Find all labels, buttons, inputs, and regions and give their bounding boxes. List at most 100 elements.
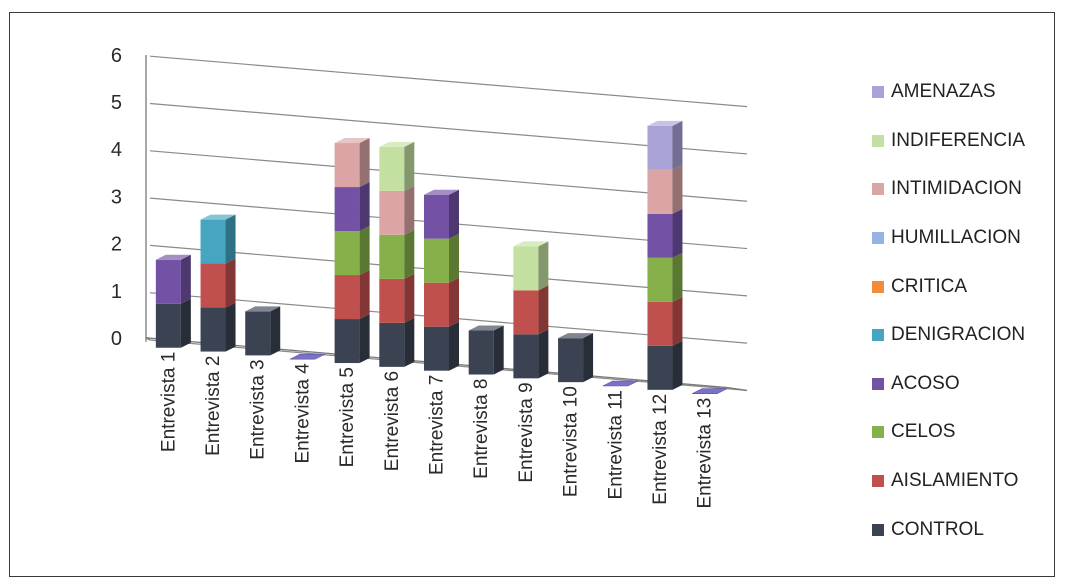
bar-stack [513, 241, 549, 379]
bar-segment [424, 238, 449, 283]
bar-segment [424, 194, 449, 239]
bar-segment-side [225, 258, 236, 308]
bar-stack [379, 141, 415, 367]
bar-segment-side [672, 164, 683, 214]
bar-stack [468, 325, 504, 375]
bar-segment [200, 219, 226, 264]
x-category-label: Entrevista 13 [695, 398, 716, 509]
bar-stack [647, 120, 683, 390]
x-category-label: Entrevista 8 [471, 379, 492, 479]
y-tick-label: 6 [111, 45, 122, 67]
legend-swatch [872, 86, 884, 99]
bar-segment [647, 169, 673, 214]
bar-segment [424, 326, 449, 371]
y-tick-label: 4 [111, 139, 122, 161]
x-category-label: Entrevista 2 [203, 356, 224, 456]
bar-segment-side [583, 333, 594, 383]
bar-segment-top [155, 254, 191, 260]
legend-label: INTIMIDACION [891, 178, 1022, 200]
bar-segment-side [404, 273, 415, 323]
bar-segment-side [404, 141, 415, 191]
bar-segment [513, 290, 539, 335]
bar-segment-side [672, 340, 683, 390]
bar-segment [334, 319, 360, 364]
floor-left-line [145, 337, 151, 341]
bar-segment-top [245, 306, 281, 312]
bars [155, 120, 728, 394]
bar-stack [200, 214, 236, 352]
bar-segment-top [647, 120, 683, 126]
y-axis-ticks: 0 1 2 3 4 5 6 [111, 45, 122, 350]
bar-segment-side [449, 189, 459, 239]
legend-swatch [872, 232, 884, 245]
bar-stack [334, 138, 370, 364]
bar-stack [558, 333, 594, 383]
x-category-label: Entrevista 7 [427, 375, 448, 475]
bar-segment [647, 301, 673, 346]
bar-segment-side [493, 325, 504, 375]
bar-segment-side [359, 226, 370, 276]
bar-segment-side [672, 120, 683, 170]
bar-segment-top [513, 241, 549, 247]
bar-segment [647, 125, 673, 170]
bar-segment-side [449, 233, 459, 283]
legend-label: ACOSO [891, 372, 960, 394]
x-axis-labels: Entrevista 1 Entrevista 2 Entrevista 3 Entr… [158, 352, 715, 509]
bar-stack [289, 353, 326, 360]
bar-segment-side [404, 185, 415, 235]
legend-label: AMENAZAS [891, 81, 996, 103]
bar-segment [200, 307, 226, 352]
y-tick-label: 1 [111, 281, 122, 303]
bar-segment [155, 303, 181, 348]
legend-item: ACOSO [872, 360, 1052, 409]
legend-label: CONTROL [891, 518, 984, 540]
bar-segment-side [359, 270, 370, 320]
bar-segment-side [359, 314, 370, 364]
legend-label: CRITICA [891, 275, 967, 297]
bar-stack [602, 380, 638, 387]
bar-segment [558, 338, 584, 383]
x-category-label: Entrevista 4 [292, 363, 313, 464]
y-tick-label: 3 [111, 186, 122, 208]
bar-zero [289, 353, 326, 360]
bar-segment [379, 190, 405, 235]
bar-segment-side [538, 329, 549, 379]
bar-segment-side [449, 277, 459, 327]
chart-legend: AMENAZAS INDIFERENCIA INTIMIDACION HUMILLAC… [872, 68, 1052, 554]
x-category-label: Entrevista 12 [650, 394, 671, 505]
bar-segment-top [424, 189, 459, 195]
bar-stack [245, 306, 281, 356]
legend-swatch [872, 426, 884, 439]
legend-item: HUMILLACION [872, 214, 1052, 263]
y-tick-label: 2 [111, 234, 122, 256]
floor-side-line [726, 386, 748, 392]
bar-segment-side [449, 321, 459, 371]
bar-segment-side [538, 241, 549, 291]
bar-segment-top [558, 333, 594, 339]
bar-zero [602, 380, 638, 387]
legend-label: INDIFERENCIA [891, 129, 1026, 151]
bar-segment-side [672, 296, 683, 346]
legend-item: AMENAZAS [872, 68, 1052, 117]
legend-item: INTIMIDACION [872, 165, 1052, 214]
bar-zero [692, 388, 728, 394]
x-category-label: Entrevista 5 [337, 367, 358, 467]
bar-segment [424, 282, 449, 327]
bar-segment [647, 257, 673, 302]
x-category-label: Entrevista 10 [561, 386, 582, 497]
x-category-label: Entrevista 11 [605, 390, 626, 499]
bar-segment [334, 275, 360, 320]
legend-swatch [872, 134, 884, 147]
legend-swatch [872, 523, 884, 536]
bar-segment [647, 345, 673, 390]
legend-item: CRITICA [872, 262, 1052, 311]
bar-segment [334, 143, 360, 188]
bar-stack [692, 388, 728, 394]
bar-segment-top [468, 325, 504, 331]
legend-item: CELOS [872, 408, 1052, 457]
bar-segment-top [379, 141, 415, 147]
bar-segment-side [270, 306, 281, 356]
bar-segment [200, 263, 226, 308]
bar-segment-side [359, 182, 370, 232]
